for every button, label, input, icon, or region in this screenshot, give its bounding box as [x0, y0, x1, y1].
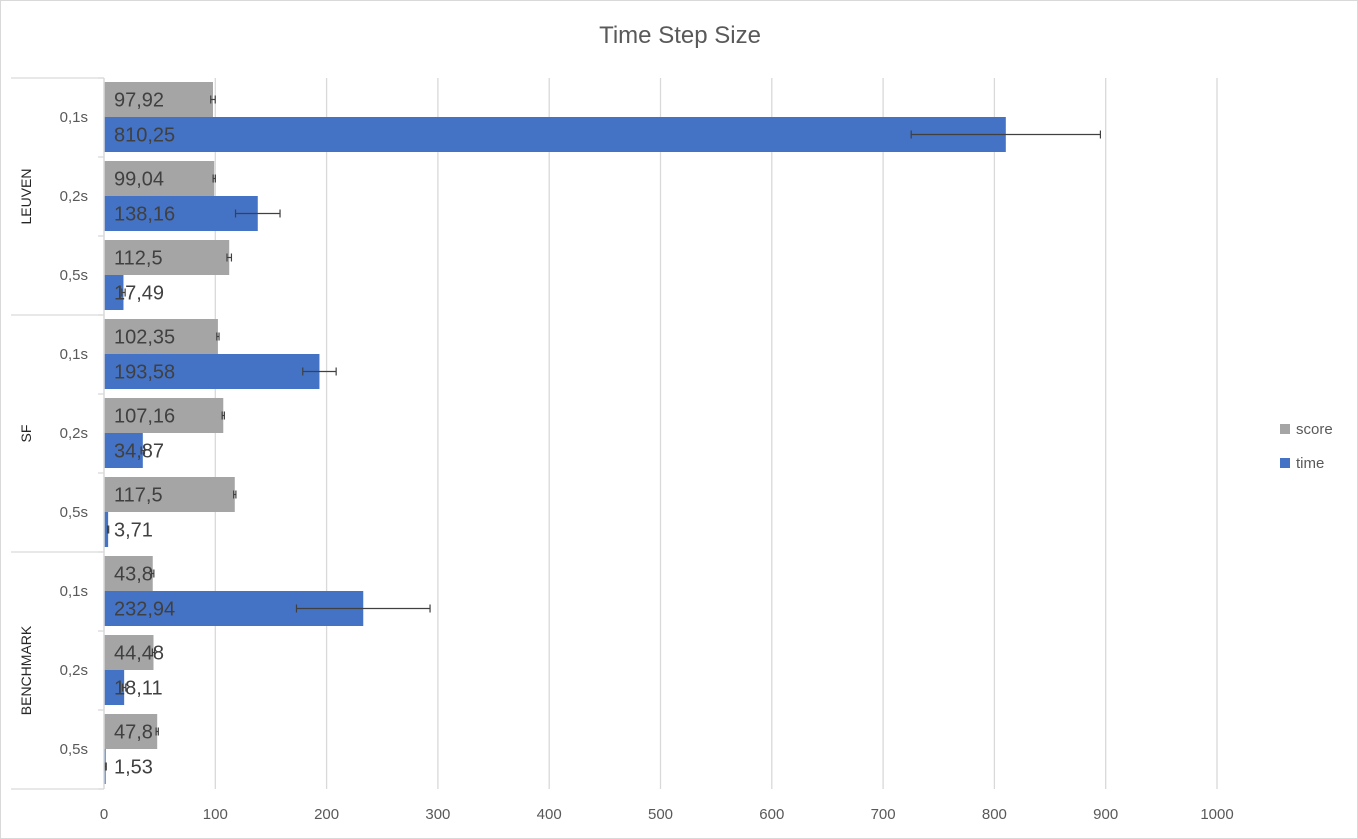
- legend[interactable]: score time: [1280, 421, 1333, 472]
- category-label: 0,5s: [60, 267, 88, 284]
- data-label-time: 1,53: [114, 757, 153, 779]
- error-bars: [104, 95, 1102, 771]
- x-tick-label: 300: [425, 806, 450, 823]
- bar-time: [104, 275, 124, 310]
- data-label-score: 43,8: [114, 564, 153, 586]
- data-label-score: 117,5: [114, 485, 163, 507]
- category-label: 0,2s: [60, 425, 88, 442]
- bar-score: [104, 477, 235, 512]
- bar-time: [104, 433, 143, 468]
- bar-score: [104, 240, 230, 275]
- data-label-score: 112,5: [114, 248, 163, 270]
- data-label-score: 47,8: [114, 722, 153, 744]
- group-label: BENCHMARK: [18, 625, 34, 715]
- category-label: 0,5s: [60, 741, 88, 758]
- legend-label-score[interactable]: score: [1296, 421, 1333, 438]
- category-label: 0,1s: [60, 109, 88, 126]
- x-tick-label: 500: [648, 806, 673, 823]
- bar-score: [104, 82, 213, 117]
- category-label: 0,1s: [60, 583, 88, 600]
- legend-swatch-time[interactable]: [1280, 458, 1290, 468]
- legend-label-time[interactable]: time: [1296, 455, 1324, 472]
- x-tick-label: 400: [537, 806, 562, 823]
- x-tick-label: 1000: [1200, 806, 1233, 823]
- data-label-time: 18,11: [114, 678, 163, 700]
- data-label-time: 138,16: [114, 204, 175, 226]
- data-label-time: 810,25: [114, 125, 175, 147]
- bar-time: [104, 196, 258, 231]
- category-label: 0,2s: [60, 188, 88, 205]
- bar-score: [104, 161, 215, 196]
- data-label-time: 34,87: [114, 441, 164, 463]
- bar-time: [104, 670, 125, 705]
- bar-score: [104, 398, 224, 433]
- bar-score: [104, 714, 158, 749]
- category-label: 0,1s: [60, 346, 88, 363]
- x-tick-label: 200: [314, 806, 339, 823]
- data-label-time: 232,94: [114, 599, 175, 621]
- legend-swatch-score[interactable]: [1280, 424, 1290, 434]
- category-label: 0,2s: [60, 662, 88, 679]
- bar-score: [104, 635, 154, 670]
- bar-time: [104, 512, 109, 547]
- group-label: LEUVEN: [18, 168, 34, 224]
- bar-time: [104, 117, 1006, 152]
- x-tick-label: 800: [982, 806, 1007, 823]
- bars: [104, 82, 1006, 784]
- x-tick-label: 900: [1093, 806, 1118, 823]
- x-tick-label: 600: [759, 806, 784, 823]
- axes: 0 100 200 300 400 500 600 700 800 900 1000 0,1s 0,2s…: [11, 77, 1234, 823]
- data-label-score: 107,16: [114, 406, 175, 428]
- data-label-score: 97,92: [114, 90, 164, 112]
- data-label-time: 3,71: [114, 520, 153, 542]
- data-label-score: 102,35: [114, 327, 175, 349]
- data-label-time: 17,49: [114, 283, 164, 305]
- data-label-score: 99,04: [114, 169, 164, 191]
- x-tick-label: 0: [100, 806, 108, 823]
- data-label-time: 193,58: [114, 362, 175, 384]
- group-label: SF: [18, 425, 34, 443]
- bar-score: [104, 556, 153, 591]
- bar-time: [104, 354, 320, 389]
- category-label: 0,5s: [60, 504, 88, 521]
- x-tick-label: 100: [203, 806, 228, 823]
- data-label-score: 44,48: [114, 643, 164, 665]
- x-tick-label: 700: [871, 806, 896, 823]
- chart-title: Time Step Size: [599, 22, 761, 49]
- data-labels: 97,92 810,25 99,04 138,16 112,5 17,49 102,35 19…: [114, 90, 175, 779]
- bar-score: [104, 319, 218, 354]
